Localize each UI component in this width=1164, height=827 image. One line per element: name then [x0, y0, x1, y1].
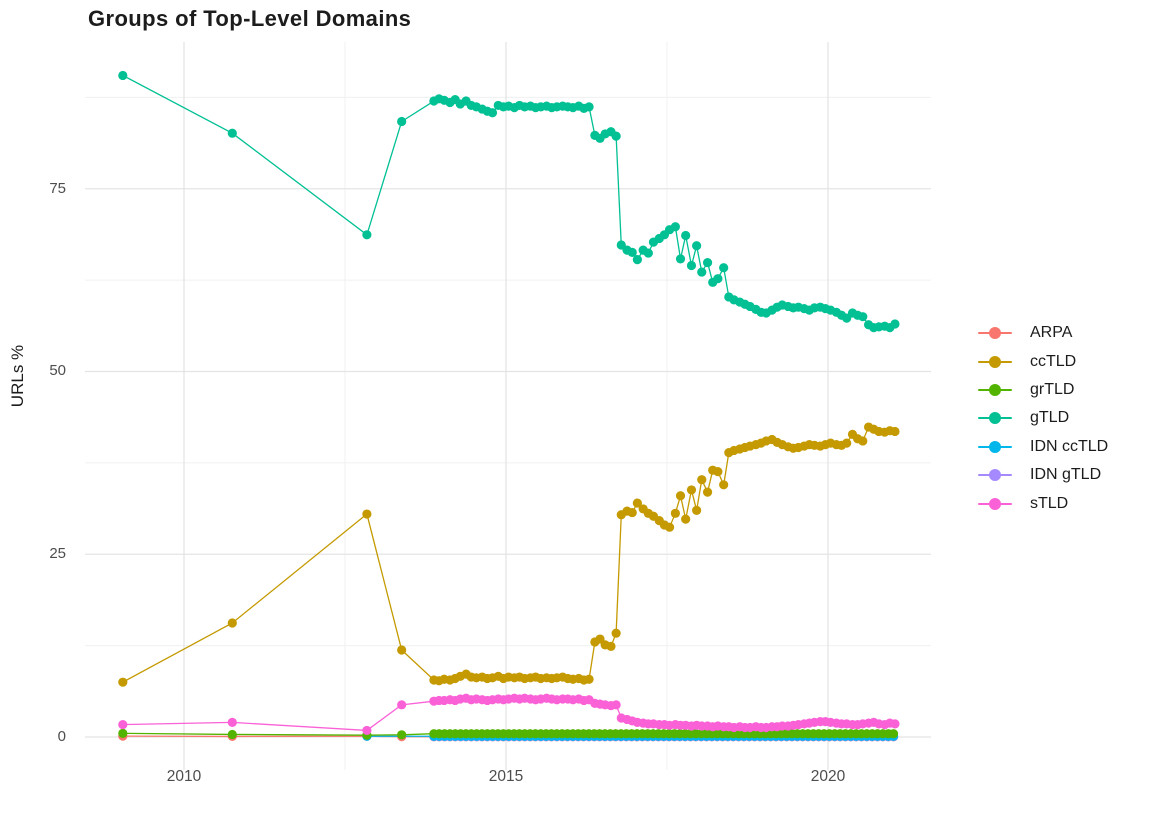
series-sTLD: [118, 693, 900, 736]
x-tick-label-2015: 2015: [488, 768, 524, 785]
legend-key-icon: [978, 355, 1012, 368]
legend-item-label: IDN gTLD: [1030, 466, 1102, 484]
y-tick-label-25: 25: [49, 545, 66, 562]
legend-key-icon: [978, 469, 1012, 482]
legend-item-arpa: ARPA: [978, 319, 1108, 347]
x-tick-label-2020: 2020: [810, 768, 846, 785]
legend-item-label: ccTLD: [1030, 352, 1077, 370]
series-gTLD: [118, 70, 900, 333]
legend-item-label: grTLD: [1030, 380, 1075, 398]
legend-item-label: sTLD: [1030, 494, 1069, 512]
legend-key-icon: [978, 383, 1012, 396]
legend: ARPA ccTLD grTLD gTLD IDN ccTLD IDN gTLD…: [978, 319, 1108, 518]
legend-key-icon: [978, 497, 1012, 510]
y-tick-label-0: 0: [57, 728, 66, 745]
legend-key-icon: [978, 440, 1012, 453]
series-ccTLD: [118, 422, 900, 687]
legend-item-gtld: gTLD: [978, 404, 1108, 432]
legend-item-label: ARPA: [1030, 324, 1073, 342]
gridlines: [85, 42, 931, 770]
legend-item-stld: sTLD: [978, 489, 1108, 517]
legend-item-label: gTLD: [1030, 409, 1070, 427]
legend-key-icon: [978, 412, 1012, 425]
y-tick-label-50: 50: [49, 362, 66, 379]
legend-item-idn-gtld: IDN gTLD: [978, 461, 1108, 489]
legend-item-label: IDN ccTLD: [1030, 437, 1109, 455]
x-tick-label-2010: 2010: [166, 768, 202, 785]
legend-key-icon: [978, 327, 1012, 340]
y-tick-label-75: 75: [49, 180, 66, 197]
legend-item-cctld: ccTLD: [978, 347, 1108, 375]
legend-item-idn-cctld: IDN ccTLD: [978, 433, 1108, 461]
legend-item-grtld: grTLD: [978, 376, 1108, 404]
chart-title: Groups of Top-Level Domains: [88, 6, 412, 31]
series-grTLD: [118, 728, 899, 740]
